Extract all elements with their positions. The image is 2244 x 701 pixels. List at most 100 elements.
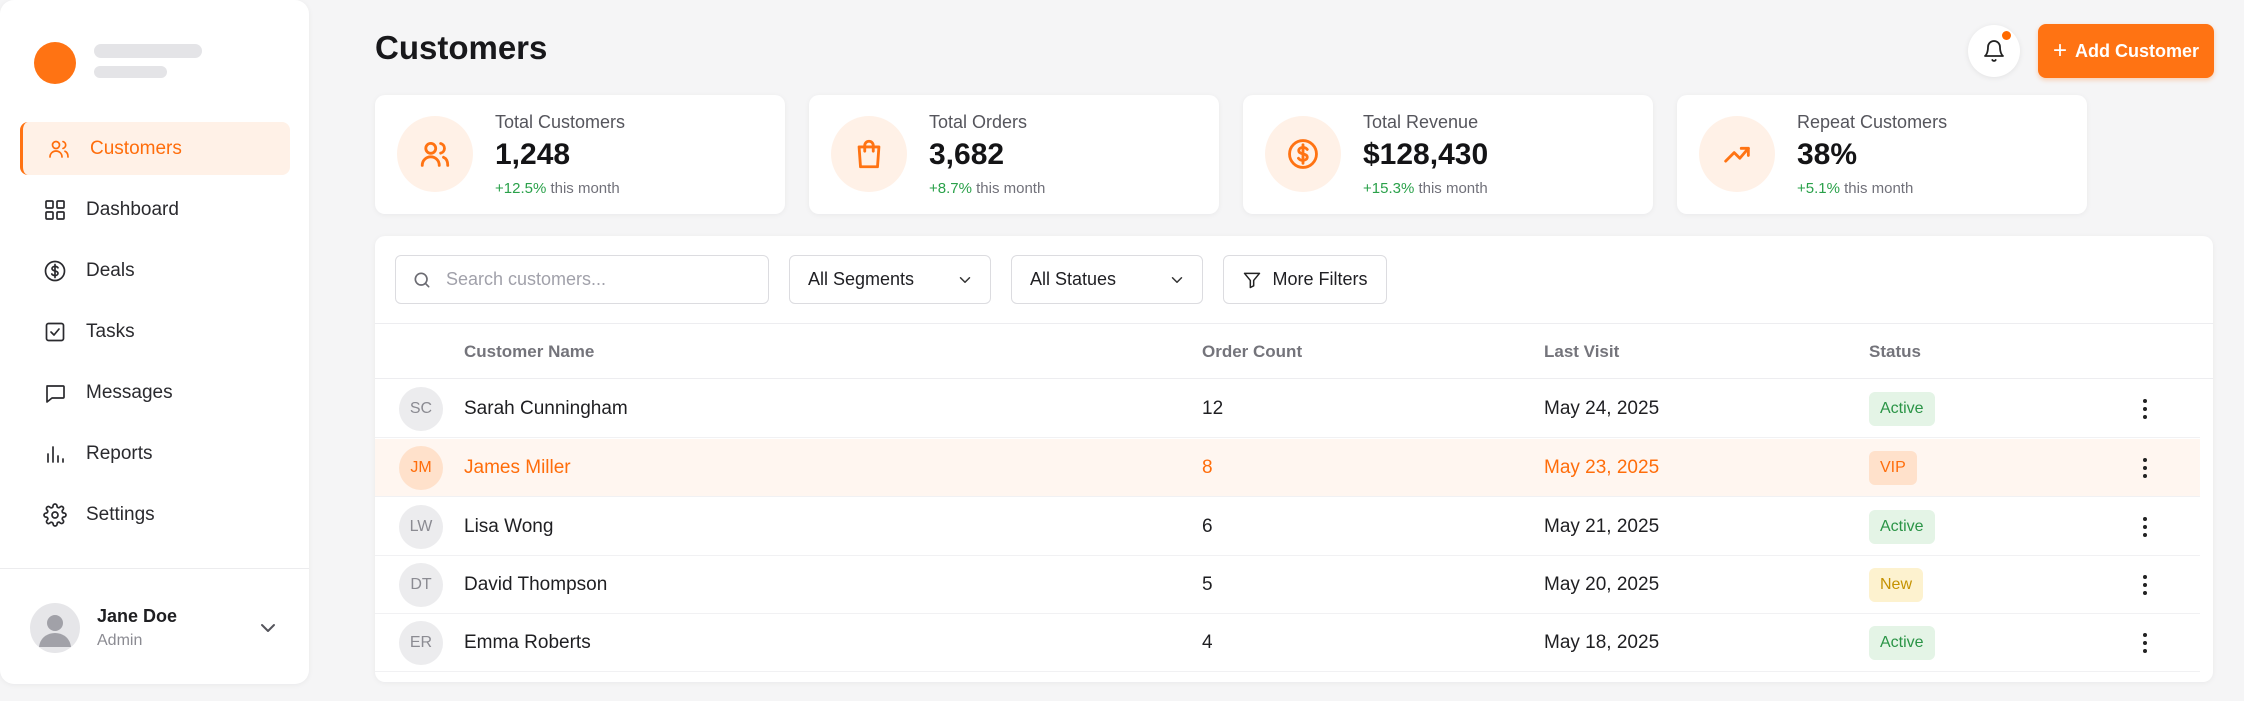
customer-avatar: JM — [399, 446, 443, 490]
user-profile-menu[interactable]: Jane Doe Admin — [30, 602, 280, 654]
status-select-value: All Statues — [1030, 269, 1117, 289]
gear-icon — [42, 502, 68, 528]
bell-icon — [1984, 40, 2004, 62]
status-badge: New — [1869, 568, 1924, 602]
customer-name[interactable]: Sarah Cunningham — [464, 398, 628, 419]
sidebar: Customers Dashboard Deals Tasks Messages — [0, 0, 309, 684]
stat-value: 38% — [1797, 138, 1858, 171]
search-input[interactable] — [446, 269, 746, 290]
divider — [375, 323, 2213, 324]
sidebar-item-label: Customers — [90, 137, 182, 159]
notifications-button[interactable] — [1968, 25, 2020, 77]
sidebar-item-label: Reports — [86, 442, 153, 464]
sidebar-item-label: Deals — [86, 259, 135, 281]
table-row[interactable]: DT David Thompson 5 May 20, 2025 New — [375, 556, 2200, 614]
add-customer-label: Add Customer — [2075, 40, 2200, 61]
order-count: 12 — [1202, 398, 1224, 419]
shopping-bag-icon — [831, 116, 907, 192]
table-row[interactable]: SC Sarah Cunningham 12 May 24, 2025 Acti… — [375, 380, 2200, 438]
more-filters-label: More Filters — [1272, 269, 1368, 289]
stat-change: +5.1% this month — [1797, 180, 1914, 197]
table-row[interactable]: LW Lisa Wong 6 May 21, 2025 Active — [375, 498, 2200, 556]
stat-label: Total Customers — [495, 112, 626, 132]
logo-subtext-placeholder — [94, 66, 167, 78]
users-icon — [397, 116, 473, 192]
message-icon — [42, 380, 68, 406]
users-icon — [46, 136, 72, 162]
page-title: Customers — [375, 29, 548, 66]
trending-up-icon — [1699, 116, 1775, 192]
customer-name[interactable]: David Thompson — [464, 574, 608, 595]
stat-change: +15.3% this month — [1363, 180, 1488, 197]
stat-label: Repeat Customers — [1797, 112, 1948, 132]
last-visit: May 18, 2025 — [1544, 632, 1660, 653]
customer-name[interactable]: James Miller — [464, 457, 571, 478]
sidebar-item-reports[interactable]: Reports — [20, 427, 290, 480]
more-vertical-icon[interactable] — [2138, 630, 2152, 656]
stat-value: $128,430 — [1363, 138, 1489, 171]
sidebar-divider — [0, 568, 309, 569]
last-visit: May 21, 2025 — [1544, 516, 1660, 537]
checkbox-icon — [42, 319, 68, 345]
more-vertical-icon[interactable] — [2138, 396, 2152, 422]
order-count: 6 — [1202, 516, 1213, 537]
order-count: 5 — [1202, 574, 1213, 595]
logo-text-placeholder — [94, 44, 202, 58]
search-field[interactable] — [395, 255, 769, 304]
more-filters-button[interactable]: More Filters — [1223, 255, 1387, 304]
stat-card-total-customers: Total Customers 1,248 +12.5% this month — [375, 95, 785, 214]
sidebar-item-label: Messages — [86, 381, 173, 403]
add-customer-button[interactable]: + Add Customer — [2038, 24, 2214, 78]
user-avatar — [30, 603, 80, 653]
grid-icon — [42, 197, 68, 223]
stat-card-repeat-customers: Repeat Customers 38% +5.1% this month — [1677, 95, 2087, 214]
stat-value: 1,248 — [495, 138, 571, 171]
stat-card-total-revenue: Total Revenue $128,430 +15.3% this month — [1243, 95, 1653, 214]
plus-icon: + — [2052, 37, 2067, 64]
customer-name[interactable]: Lisa Wong — [464, 516, 554, 537]
user-silhouette-icon — [39, 615, 71, 647]
customer-avatar: SC — [399, 387, 443, 431]
more-vertical-icon[interactable] — [2138, 514, 2152, 540]
segment-select[interactable]: All Segments — [789, 255, 991, 304]
sidebar-item-deals[interactable]: Deals — [20, 244, 290, 297]
column-header-status[interactable]: Status — [1869, 342, 1921, 361]
notification-dot — [2002, 31, 2011, 40]
sidebar-item-messages[interactable]: Messages — [20, 366, 290, 419]
status-badge: Active — [1869, 392, 1935, 426]
sidebar-item-label: Settings — [86, 503, 155, 525]
chevron-down-icon — [959, 276, 971, 283]
column-header-order-count[interactable]: Order Count — [1202, 342, 1303, 361]
customer-name[interactable]: Emma Roberts — [464, 632, 591, 653]
table-row[interactable]: ER Emma Roberts 4 May 18, 2025 Active — [375, 614, 2200, 672]
customer-avatar: LW — [399, 505, 443, 549]
status-badge: Active — [1869, 510, 1935, 544]
stat-change: +8.7% this month — [929, 180, 1046, 197]
bar-chart-icon — [42, 441, 68, 467]
more-vertical-icon[interactable] — [2138, 455, 2152, 481]
dollar-circle-icon — [1265, 116, 1341, 192]
stat-label: Total Orders — [929, 112, 1028, 132]
status-select[interactable]: All Statues — [1011, 255, 1203, 304]
column-header-customer-name[interactable]: Customer Name — [464, 342, 595, 361]
sidebar-item-settings[interactable]: Settings — [20, 488, 290, 541]
sidebar-item-tasks[interactable]: Tasks — [20, 305, 290, 358]
column-header-last-visit[interactable]: Last Visit — [1544, 342, 1620, 361]
segment-select-value: All Segments — [808, 269, 915, 289]
dollar-icon — [42, 258, 68, 284]
status-badge: Active — [1869, 626, 1935, 660]
last-visit: May 24, 2025 — [1544, 398, 1660, 419]
order-count: 4 — [1202, 632, 1213, 653]
stat-card-total-orders: Total Orders 3,682 +8.7% this month — [809, 95, 1219, 214]
sidebar-item-customers[interactable]: Customers — [20, 122, 290, 175]
search-icon — [414, 272, 430, 287]
logo-icon — [34, 42, 76, 84]
sidebar-item-label: Dashboard — [86, 198, 179, 220]
sidebar-item-dashboard[interactable]: Dashboard — [20, 183, 290, 236]
customer-avatar: DT — [399, 563, 443, 607]
table-header: Customer Name Order Count Last Visit Sta… — [375, 324, 2213, 379]
table-row[interactable]: JM James Miller 8 May 23, 2025 VIP — [375, 439, 2200, 497]
more-vertical-icon[interactable] — [2138, 572, 2152, 598]
chevron-down-icon[interactable] — [256, 616, 280, 640]
user-name: Jane Doe — [97, 606, 178, 626]
